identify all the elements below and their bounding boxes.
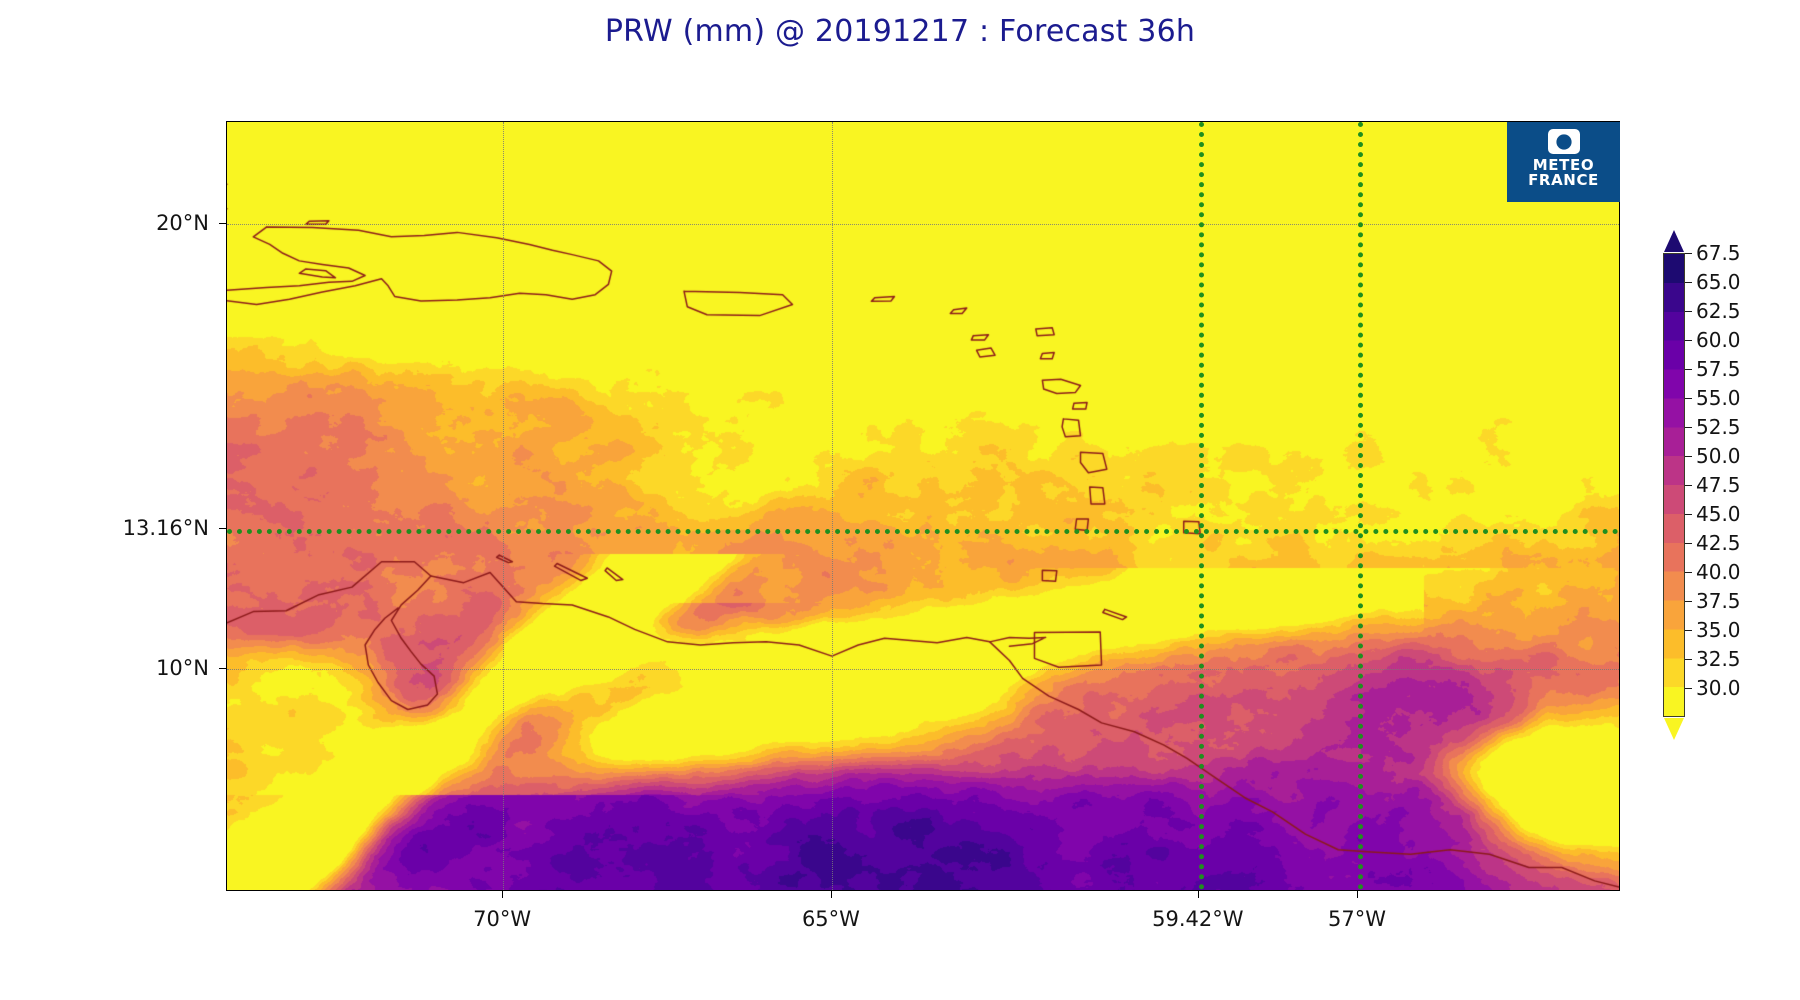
colorbar-tick-mark	[1685, 340, 1692, 341]
colorbar-tick-mark	[1685, 572, 1692, 573]
colorbar-gradient	[1663, 253, 1685, 717]
colorbar-tick-label: 60.0	[1696, 328, 1741, 352]
colorbar-tick-mark	[1685, 369, 1692, 370]
latitude-tick-label: 20°N	[156, 211, 209, 236]
colorbar-tick-label: 45.0	[1696, 502, 1741, 526]
colorbar-extend-min-arrow	[1664, 718, 1684, 740]
longitude-tick-label: 57°W	[1327, 907, 1386, 931]
colorbar-tick-mark	[1685, 659, 1692, 660]
colorbar-tick-label: 47.5	[1696, 473, 1741, 497]
latitude-tick-mark	[219, 668, 226, 670]
colorbar-tick-mark	[1685, 688, 1692, 689]
colorbar-tick-label: 67.5	[1696, 241, 1741, 265]
longitude-tick-mark	[830, 891, 832, 898]
logo-line-2: FRANCE	[1528, 171, 1599, 189]
colorbar-tick-mark	[1685, 311, 1692, 312]
page-title: PRW (mm) @ 20191217 : Forecast 36h	[604, 14, 1196, 49]
meteo-france-logo: METEO FRANCE	[1507, 122, 1620, 202]
colorbar-tick-mark	[1685, 398, 1692, 399]
colorbar-tick-label: 65.0	[1696, 270, 1741, 294]
colorbar-tick-mark	[1685, 601, 1692, 602]
longitude-tick-mark	[1197, 891, 1199, 898]
colorbar-tick-label: 52.5	[1696, 415, 1741, 439]
colorbar[interactable]: 67.5 65.0 62.5 60.0 57.5 55.0 52.5 50.0 47.5 45.0…	[1663, 230, 1741, 740]
colorbar-tick-label: 62.5	[1696, 299, 1741, 323]
latitude-tick-mark	[219, 527, 226, 529]
colorbar-tick-mark	[1685, 485, 1692, 486]
colorbar-tick-mark	[1685, 456, 1692, 457]
latitude-tick-label: 10°N	[156, 656, 209, 681]
longitude-tick-label: 70°W	[473, 907, 532, 931]
colorbar-tick-label: 40.0	[1696, 560, 1741, 584]
colorbar-tick-mark	[1685, 514, 1692, 515]
colorbar-tick-label: 30.0	[1696, 676, 1741, 700]
logo-line-1: METEO	[1532, 156, 1595, 174]
longitude-tick-label: 65°W	[801, 907, 860, 931]
coastline-overlay	[227, 122, 1619, 890]
longitude-tick-mark	[502, 891, 504, 898]
colorbar-tick-label: 42.5	[1696, 531, 1741, 555]
latitude-tick-mark	[219, 223, 226, 225]
longitude-tick-mark	[1356, 891, 1358, 898]
colorbar-tick-label: 50.0	[1696, 444, 1741, 468]
colorbar-tick-label: 32.5	[1696, 647, 1741, 671]
colorbar-tick-label: 35.0	[1696, 618, 1741, 642]
latitude-tick-label: 13.16°N	[122, 515, 209, 540]
colorbar-tick-label: 37.5	[1696, 589, 1741, 613]
colorbar-tick-mark	[1685, 253, 1692, 254]
meteo-france-globe-icon	[1547, 129, 1580, 154]
meteo-france-wordmark: METEO FRANCE	[1528, 158, 1599, 188]
colorbar-extend-max-arrow	[1664, 230, 1684, 252]
colorbar-tick-mark	[1685, 282, 1692, 283]
colorbar-tick-label: 55.0	[1696, 386, 1741, 410]
colorbar-tick-mark	[1685, 543, 1692, 544]
map-plot-area[interactable]	[226, 121, 1620, 891]
colorbar-tick-mark	[1685, 630, 1692, 631]
longitude-tick-label: 59.42°W	[1152, 907, 1244, 931]
colorbar-tick-label: 57.5	[1696, 357, 1741, 381]
colorbar-tick-mark	[1685, 427, 1692, 428]
